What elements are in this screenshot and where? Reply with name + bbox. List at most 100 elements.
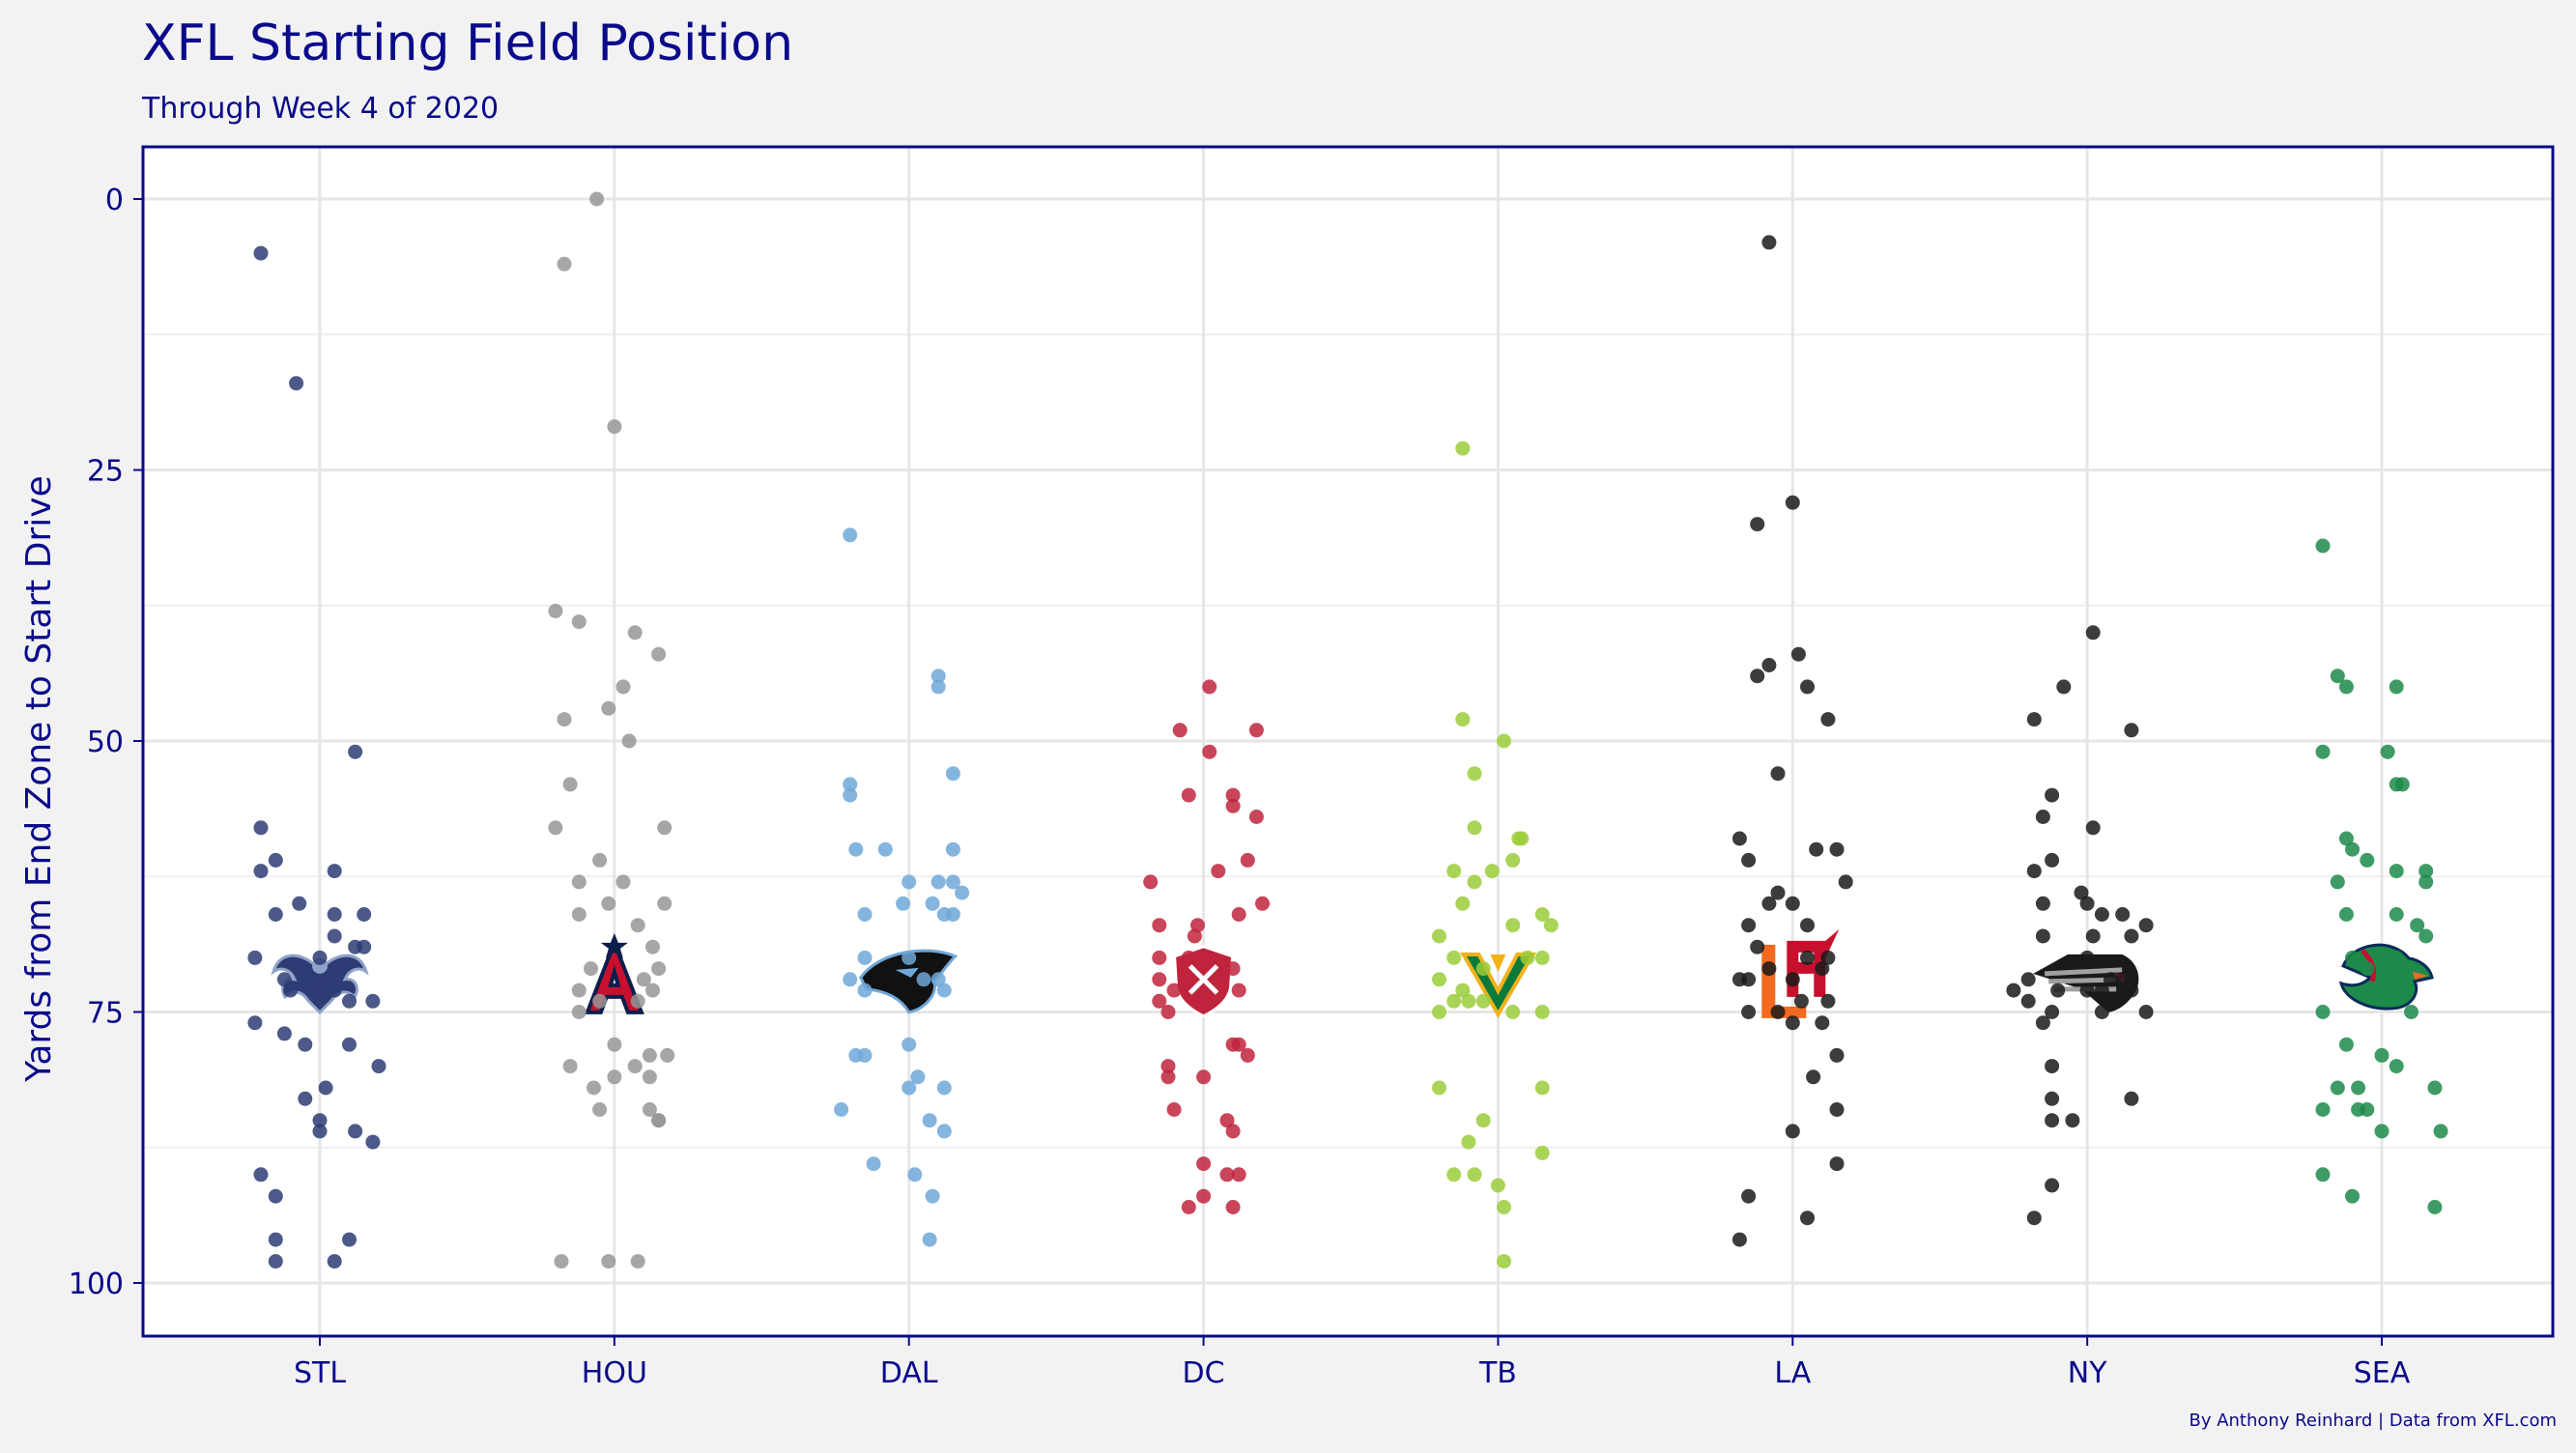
data-point-ny: [2094, 983, 2109, 998]
x-tick-label: SEA: [2354, 1356, 2411, 1390]
data-point-ny: [2050, 983, 2066, 998]
data-point-tb: [1467, 1167, 1482, 1182]
data-point-stl: [365, 993, 381, 1009]
data-point-stl: [357, 939, 372, 954]
data-point-hou: [607, 1037, 622, 1052]
data-point-la: [1790, 646, 1806, 662]
data-point-tb: [1432, 1080, 1446, 1096]
data-point-hou: [607, 419, 622, 435]
data-point-sea: [2315, 1005, 2331, 1019]
data-point-dc: [1166, 983, 1182, 998]
data-point-ny: [2124, 928, 2139, 944]
data-point-la: [1741, 1188, 1757, 1204]
data-point-dal: [922, 1232, 937, 1247]
data-point-dc: [1181, 787, 1196, 803]
data-point-ny: [2074, 885, 2089, 900]
plot-panel: 0 25 50 75 100 STL HOU DAL DC TB LA NY SEA: [69, 145, 2555, 1390]
data-point-dal: [930, 679, 946, 695]
data-point-stl: [342, 993, 357, 1009]
x-tick-label: DAL: [880, 1356, 938, 1390]
data-point-hou: [651, 646, 667, 662]
data-point-la: [1750, 517, 1765, 532]
data-point-sea: [2389, 1059, 2404, 1074]
data-point-dal: [902, 1080, 917, 1096]
data-point-tb: [1505, 852, 1521, 868]
data-point-hou: [657, 820, 673, 836]
data-point-ny: [2094, 907, 2109, 922]
y-tick-label: 0: [105, 184, 124, 217]
data-point-dc: [1225, 1037, 1241, 1052]
data-point-sea: [2419, 928, 2434, 944]
data-point-stl: [327, 864, 342, 879]
data-point-dc: [1152, 972, 1167, 987]
data-point-hou: [601, 700, 616, 716]
data-point-dal: [877, 841, 893, 857]
data-point-dc: [1248, 810, 1264, 824]
y-tick-label: 100: [69, 1268, 124, 1301]
data-point-hou: [607, 1069, 622, 1085]
data-point-hou: [571, 614, 587, 630]
data-point-sea: [2351, 1102, 2366, 1117]
data-point-dc: [1196, 1188, 1212, 1204]
data-point-stl: [292, 896, 307, 911]
data-point-hou: [592, 852, 608, 868]
data-point-sea: [2389, 907, 2404, 922]
data-point-hou: [554, 1254, 569, 1269]
data-point-dc: [1219, 1113, 1235, 1128]
data-point-tb: [1455, 983, 1471, 998]
data-point-stl: [253, 245, 269, 261]
data-point-ny: [2085, 820, 2101, 836]
data-point-hou: [557, 712, 572, 727]
data-point-dc: [1202, 679, 1217, 695]
data-point-dal: [930, 972, 946, 987]
data-point-stl: [253, 1167, 269, 1182]
data-point-stl: [268, 1254, 283, 1269]
data-point-la: [1793, 993, 1809, 1009]
data-point-sea: [2360, 852, 2375, 868]
data-point-dc: [1255, 896, 1270, 911]
data-point-ny: [2045, 1113, 2060, 1128]
data-point-la: [1785, 1124, 1800, 1139]
x-tick-label: TB: [1478, 1356, 1517, 1390]
data-point-tb: [1484, 864, 1500, 879]
data-point-la: [1800, 918, 1815, 933]
data-point-ny: [2020, 972, 2036, 987]
data-point-tb: [1520, 950, 1535, 965]
data-point-hou: [548, 820, 563, 836]
data-point-dal: [857, 983, 873, 998]
data-point-dal: [902, 1037, 917, 1052]
data-point-stl: [298, 972, 313, 987]
data-point-dal: [843, 777, 858, 792]
data-point-tb: [1534, 1080, 1550, 1096]
data-point-sea: [2351, 1080, 2366, 1096]
data-point-sea: [2330, 874, 2345, 890]
data-point-ny: [2104, 972, 2118, 987]
data-point-hou: [548, 603, 563, 618]
data-point-stl: [276, 972, 292, 987]
data-point-la: [1761, 658, 1777, 672]
data-point-la: [1829, 1156, 1845, 1172]
data-point-dc: [1160, 1069, 1176, 1085]
data-point-dal: [955, 885, 970, 900]
data-point-la: [1770, 766, 1786, 782]
data-point-ny: [2045, 1005, 2060, 1019]
data-point-ny: [2085, 625, 2101, 641]
data-point-hou: [645, 983, 660, 998]
data-point-tb: [1497, 1200, 1511, 1214]
data-point-dal: [945, 766, 960, 782]
data-point-tb: [1432, 1005, 1446, 1019]
data-point-ny: [2035, 896, 2050, 911]
data-point-hou: [571, 983, 587, 998]
data-point-dc: [1225, 961, 1241, 977]
y-tick-label: 50: [87, 726, 124, 759]
panel-border: [141, 145, 2555, 1338]
data-point-hou: [627, 1059, 643, 1074]
data-point-stl: [253, 864, 269, 879]
data-point-hou: [651, 961, 667, 977]
data-point-ny: [2115, 972, 2131, 987]
data-point-dc: [1196, 1156, 1212, 1172]
data-point-stl: [318, 1080, 333, 1096]
data-point-ny: [2079, 950, 2095, 965]
data-point-sea: [2410, 918, 2425, 933]
